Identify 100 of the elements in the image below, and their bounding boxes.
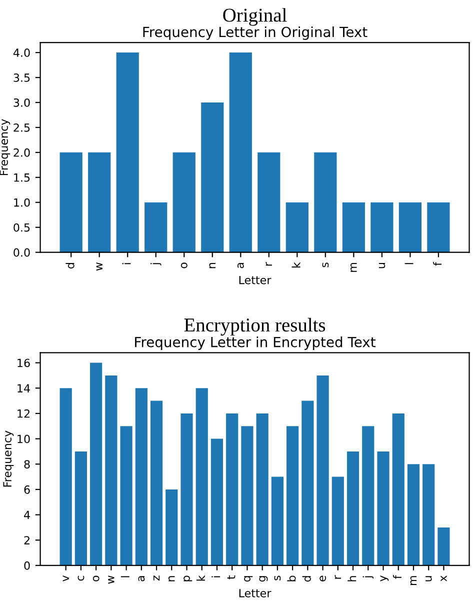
y-tick-label: 4 <box>24 510 30 519</box>
x-tick-label: f <box>392 574 402 579</box>
x-tick-label: a <box>138 576 145 582</box>
bar <box>201 102 224 252</box>
bar <box>74 451 87 566</box>
x-tick-label: n <box>168 576 175 582</box>
y-tick-label: 0 <box>24 561 30 570</box>
bar <box>210 438 224 566</box>
bar <box>90 362 102 566</box>
x-tick-label: g <box>259 576 268 582</box>
x-tick-label: s <box>322 262 329 268</box>
bar <box>346 451 360 566</box>
y-tick-label: 2 <box>24 536 30 544</box>
bar <box>105 375 118 566</box>
bar <box>362 426 374 566</box>
bar <box>226 413 238 566</box>
y-axis-title: Frequency <box>3 430 14 487</box>
x-tick-label: v <box>62 575 69 582</box>
y-tick-label: 0.5 <box>14 223 30 232</box>
y-tick-label: 3.0 <box>14 98 30 107</box>
y-tick-label: 10 <box>18 434 30 444</box>
bar <box>116 52 139 252</box>
x-tick-label: q <box>244 576 253 582</box>
bar <box>422 464 435 566</box>
x-tick-label: z <box>154 576 160 581</box>
x-tick-label: d <box>302 576 311 582</box>
x-tick-label: t <box>227 575 236 580</box>
y-tick-label: 1.0 <box>14 198 30 207</box>
y-tick-label: 4.0 <box>13 48 30 57</box>
x-tick-label: m <box>350 262 357 272</box>
bar <box>229 52 252 252</box>
x-tick-label: c <box>78 576 84 581</box>
y-tick-label: 14 <box>18 384 30 392</box>
x-tick-label: k <box>292 262 300 268</box>
bar <box>438 527 450 566</box>
bar <box>342 202 365 252</box>
bar <box>316 375 329 566</box>
x-tick-label: s <box>274 576 281 580</box>
bar <box>377 451 390 566</box>
x-tick-label: i <box>122 263 131 264</box>
x-tick-label: j <box>150 263 162 266</box>
bar <box>370 202 394 252</box>
chart-subtitle: Frequency Letter in Original Text <box>143 26 368 40</box>
chart-title: Original <box>223 8 287 26</box>
x-tick-label: w <box>108 576 114 584</box>
x-tick-label: k <box>196 575 205 581</box>
y-tick-label: 12 <box>18 409 30 418</box>
x-tick-label: e <box>320 576 326 582</box>
bar <box>166 489 178 566</box>
x-axis-title: Letter <box>239 589 272 598</box>
bar <box>196 388 208 566</box>
bar <box>302 400 314 566</box>
y-axis-title: Frequency <box>0 119 10 176</box>
x-tick-label: l <box>404 263 414 264</box>
bar <box>271 476 284 566</box>
x-tick-label: a <box>237 263 244 268</box>
x-axis-title: Letter <box>239 276 272 284</box>
x-tick-label: o <box>180 262 188 268</box>
bar <box>392 413 404 566</box>
bar <box>172 152 196 252</box>
bar <box>60 388 72 566</box>
x-tick-label: h <box>348 576 356 582</box>
bar <box>314 152 337 252</box>
bar <box>150 400 163 566</box>
x-tick-label: x <box>440 576 447 582</box>
x-tick-label: f <box>433 262 442 266</box>
y-tick-label: 2.0 <box>14 148 30 157</box>
x-tick-label: j <box>362 576 374 578</box>
bar <box>407 464 420 566</box>
x-tick-label: b <box>287 576 296 582</box>
x-tick-label: w <box>96 262 102 271</box>
x-tick-label: u <box>425 576 432 582</box>
x-tick-label: o <box>92 576 100 582</box>
x-tick-label: p <box>184 576 192 582</box>
x-tick-label: y <box>380 575 389 582</box>
bar <box>180 413 193 566</box>
x-tick-label: l <box>120 576 130 578</box>
x-tick-label: r <box>334 575 341 579</box>
bar <box>135 388 148 566</box>
y-tick-label: 0.0 <box>14 248 30 257</box>
bar <box>286 426 299 566</box>
x-tick-label: r <box>266 262 272 266</box>
y-tick-label: 16 <box>18 358 30 368</box>
bar <box>258 152 280 252</box>
bar <box>256 413 268 566</box>
x-tick-label: n <box>209 262 216 268</box>
y-tick-label: 3.5 <box>14 73 30 82</box>
y-tick-label: 2.5 <box>14 123 30 132</box>
x-tick-label: u <box>378 263 386 268</box>
y-tick-label: 6 <box>24 485 30 494</box>
chart-subtitle: Frequency Letter in Encrypted Text <box>135 336 376 350</box>
bar <box>144 202 168 252</box>
bar <box>398 202 422 252</box>
x-tick-label: d <box>66 263 74 268</box>
bar <box>427 202 450 252</box>
bar <box>120 426 132 566</box>
bar <box>88 152 111 252</box>
y-tick-label: 8 <box>24 460 30 468</box>
chart-title: Encryption results <box>184 318 326 336</box>
x-tick-label: m <box>410 576 417 585</box>
